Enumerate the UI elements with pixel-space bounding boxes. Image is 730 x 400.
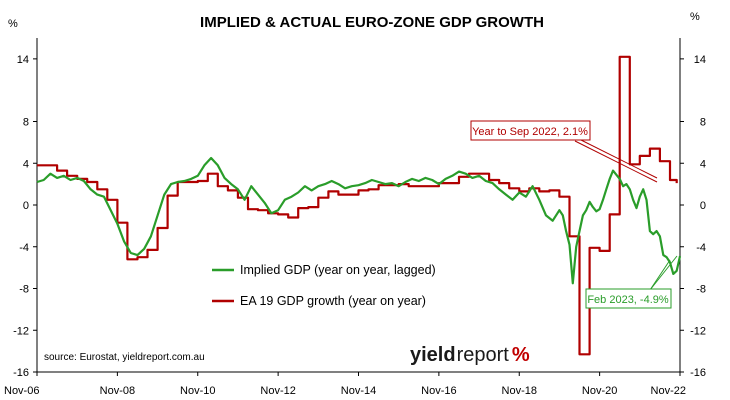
left-y-tick-label: 8 xyxy=(23,117,29,129)
x-tick-label: Nov-16 xyxy=(421,385,456,397)
callout-green-leader-1 xyxy=(649,255,678,291)
x-tick-label: Nov-22 xyxy=(651,385,686,397)
left-axis-unit: % xyxy=(8,18,18,30)
right-y-tick-label: -12 xyxy=(690,325,706,337)
x-tick-label: Nov-12 xyxy=(260,385,295,397)
callout-green-leader-2 xyxy=(649,259,671,291)
left-y-tick-label: 14 xyxy=(17,54,29,66)
brand-part-2: report xyxy=(457,344,510,366)
right-y-axis-ticks: 14 8 4 0 -4 -8 -12 -16 xyxy=(680,54,706,379)
x-tick-label: Nov-10 xyxy=(180,385,215,397)
series-line-ea19-gdp xyxy=(37,55,678,356)
x-tick-label: Nov-20 xyxy=(582,385,617,397)
x-tick-label: Nov-18 xyxy=(502,385,537,397)
callout-red-box xyxy=(470,120,591,141)
left-y-tick-label: -4 xyxy=(19,242,29,254)
right-axis-unit: % xyxy=(690,11,700,23)
right-y-tick-label: -4 xyxy=(696,242,706,254)
x-tick-label: Nov-08 xyxy=(100,385,135,397)
x-axis-ticks: Nov-06 Nov-08 Nov-10 Nov-12 Nov-14 Nov-16 Nov-… xyxy=(4,372,686,397)
chart-title: IMPLIED & ACTUAL EURO-ZONE GDP GROWTH xyxy=(200,14,544,31)
right-y-tick-label: 4 xyxy=(700,158,706,170)
callout-red-text: Year to Sep 2022, 2.1% xyxy=(472,126,588,138)
right-y-tick-label: 0 xyxy=(700,200,706,212)
callout-feb-2023: Feb 2023, -4.9% xyxy=(585,255,678,309)
series-layer xyxy=(36,55,682,356)
left-y-axis-ticks: 14 8 4 0 -4 -8 -12 -16 xyxy=(13,54,37,379)
callout-red-leader-2 xyxy=(574,140,658,183)
brand-logo: yieldreport% xyxy=(410,344,530,366)
source-note: source: Eurostat, yieldreport.com.au xyxy=(44,352,205,363)
callout-red-leader-1 xyxy=(574,136,658,179)
brand-percent-symbol: % xyxy=(512,344,530,366)
right-y-tick-label: -16 xyxy=(690,367,706,379)
callout-year-to-sep-2022: Year to Sep 2022, 2.1% xyxy=(470,120,658,183)
legend-label-ea19-gdp: EA 19 GDP growth (year on year) xyxy=(240,294,426,308)
callout-green-text: Feb 2023, -4.9% xyxy=(587,294,669,306)
left-y-tick-label: -8 xyxy=(19,284,29,296)
right-y-tick-label: 8 xyxy=(700,117,706,129)
callout-green-box xyxy=(585,288,672,309)
left-y-tick-label: 0 xyxy=(23,200,29,212)
right-y-tick-label: 14 xyxy=(694,54,706,66)
left-y-tick-label: -16 xyxy=(13,367,29,379)
svg-text:yieldreport%: yieldreport% xyxy=(410,344,530,366)
legend-label-implied-gdp: Implied GDP (year on year, lagged) xyxy=(240,263,436,277)
legend: Implied GDP (year on year, lagged) EA 19… xyxy=(212,263,436,308)
right-y-tick-label: -8 xyxy=(696,284,706,296)
x-tick-label: Nov-14 xyxy=(341,385,376,397)
x-tick-label: Nov-06 xyxy=(4,385,39,397)
left-y-tick-label: 4 xyxy=(23,158,29,170)
brand-part-1: yield xyxy=(410,344,456,366)
series-line-implied-gdp xyxy=(36,156,682,285)
left-y-tick-label: -12 xyxy=(13,325,29,337)
